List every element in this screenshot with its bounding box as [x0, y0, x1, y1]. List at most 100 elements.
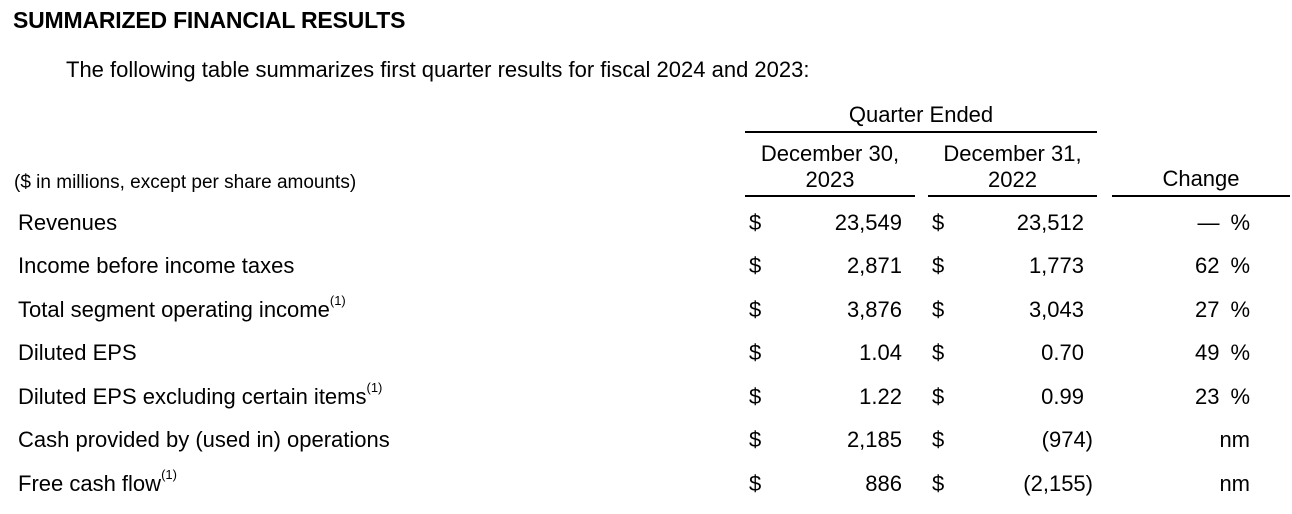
value-2023-cell: $ 2,185: [745, 415, 915, 459]
value-2022-cell: $ 3,043: [928, 284, 1097, 328]
percent-sign: %: [1230, 296, 1250, 322]
dollar-sign: $: [932, 427, 945, 453]
value-2023-cell: $ 1.04: [745, 328, 915, 372]
change-cell: 62 %: [1112, 241, 1290, 285]
change-value: 23: [1194, 383, 1220, 409]
value-2023: 886: [865, 470, 902, 496]
change-cell: — %: [1112, 197, 1290, 241]
column-gap: [915, 371, 928, 415]
change-value: nm: [1219, 470, 1250, 496]
row-label-cell: Total segment operating income (1): [18, 292, 346, 322]
value-2023: 2,185: [846, 427, 902, 453]
row-label: Total segment operating income: [18, 296, 330, 322]
dollar-sign: $: [749, 209, 762, 235]
dollar-sign: $: [932, 209, 945, 235]
percent-sign: %: [1230, 340, 1250, 366]
column-gap: [1097, 241, 1112, 285]
page-title: SUMMARIZED FINANCIAL RESULTS: [13, 7, 406, 33]
dollar-sign: $: [932, 253, 945, 279]
dollar-sign: $: [932, 296, 945, 322]
value-2023-cell: $ 1.22: [745, 371, 915, 415]
financial-results-table: Quarter Ended ($ in millions, except per…: [14, 100, 1290, 502]
change-value: —: [1197, 209, 1220, 235]
dollar-sign: $: [749, 296, 762, 322]
dollar-sign: $: [749, 383, 762, 409]
value-2023-cell: $ 3,876: [745, 284, 915, 328]
column-gap: [1097, 371, 1112, 415]
column-header-2023: December 30, 2023: [745, 133, 915, 197]
row-label: Revenues: [18, 209, 118, 235]
value-2022: 1,773: [1028, 253, 1084, 279]
row-label-cell: Diluted EPS excluding certain items (1): [18, 379, 383, 409]
value-2023-cell: $ 886: [745, 458, 915, 502]
column-gap: [1097, 197, 1112, 241]
row-label: Diluted EPS: [18, 340, 137, 366]
units-note: ($ in millions, except per share amounts…: [14, 172, 357, 193]
column-gap: [915, 241, 928, 285]
value-2022-cell: $ 0.70: [928, 328, 1097, 372]
value-2022-cell: $ 23,512: [928, 197, 1097, 241]
row-label-cell: Diluted EPS: [14, 328, 745, 372]
value-2022-cell: $ (974): [928, 415, 1097, 459]
row-label: Income before income taxes: [18, 253, 295, 279]
change-cell: 23 %: [1112, 371, 1290, 415]
column-header-2022-line1: December 31,: [943, 141, 1082, 166]
column-gap: [915, 458, 928, 502]
value-2023: 3,876: [846, 296, 902, 322]
change-cell: nm: [1112, 415, 1290, 459]
change-value: 49: [1194, 340, 1220, 366]
value-2023: 23,549: [834, 209, 902, 235]
column-gap: [1097, 458, 1112, 502]
value-2022-cell: $ (2,155): [928, 458, 1097, 502]
column-header-2022-line2: 2022: [988, 167, 1037, 192]
value-2023-cell: $ 2,871: [745, 241, 915, 285]
value-2022-cell: $ 1,773: [928, 241, 1097, 285]
change-value: nm: [1219, 427, 1250, 453]
value-2022-cell: $ 0.99: [928, 371, 1097, 415]
dollar-sign: $: [749, 470, 762, 496]
value-2023: 1.04: [859, 340, 902, 366]
change-value: 62: [1194, 253, 1220, 279]
column-header-2023-line2: 2023: [805, 167, 855, 192]
percent-sign: %: [1230, 209, 1250, 235]
dollar-sign: $: [749, 340, 762, 366]
row-label-cell: Income before income taxes: [14, 241, 745, 285]
change-cell: nm: [1112, 458, 1290, 502]
row-label-cell: Free cash flow (1): [18, 466, 177, 496]
value-2023-cell: $ 23,549: [745, 197, 915, 241]
row-label-cell: Revenues: [14, 197, 745, 241]
column-gap: [915, 415, 928, 459]
value-2022: 0.99: [1041, 383, 1084, 409]
column-gap: [1097, 328, 1112, 372]
value-2022: 23,512: [1016, 209, 1084, 235]
dollar-sign: $: [932, 383, 945, 409]
value-2022: 0.70: [1041, 340, 1084, 366]
percent-sign: %: [1230, 383, 1250, 409]
value-2023: 1.22: [859, 383, 902, 409]
change-value: 27: [1194, 296, 1220, 322]
value-2022: (2,155): [1023, 470, 1093, 496]
change-cell: 49 %: [1112, 328, 1290, 372]
column-header-change: Change: [1112, 133, 1290, 197]
percent-sign: %: [1230, 253, 1250, 279]
dollar-sign: $: [749, 427, 762, 453]
row-label: Free cash flow: [18, 470, 162, 496]
column-header-2022: December 31, 2022: [928, 133, 1097, 197]
row-label: Diluted EPS excluding certain items: [18, 383, 367, 409]
row-label: Cash provided by (used in) operations: [18, 427, 390, 453]
change-cell: 27 %: [1112, 284, 1290, 328]
dollar-sign: $: [932, 340, 945, 366]
value-2022: (974): [1041, 427, 1093, 453]
dollar-sign: $: [749, 253, 762, 279]
column-gap: [1097, 284, 1112, 328]
dollar-sign: $: [932, 470, 945, 496]
column-gap: [915, 197, 928, 241]
column-header-2023-line1: December 30,: [760, 141, 900, 166]
column-gap: [915, 328, 928, 372]
quarter-ended-group-header: Quarter Ended: [745, 100, 1097, 133]
column-gap: [915, 284, 928, 328]
intro-text: The following table summarizes first qua…: [66, 57, 810, 82]
column-gap: [1097, 415, 1112, 459]
value-2023: 2,871: [846, 253, 902, 279]
row-label-cell: Cash provided by (used in) operations: [14, 415, 745, 459]
